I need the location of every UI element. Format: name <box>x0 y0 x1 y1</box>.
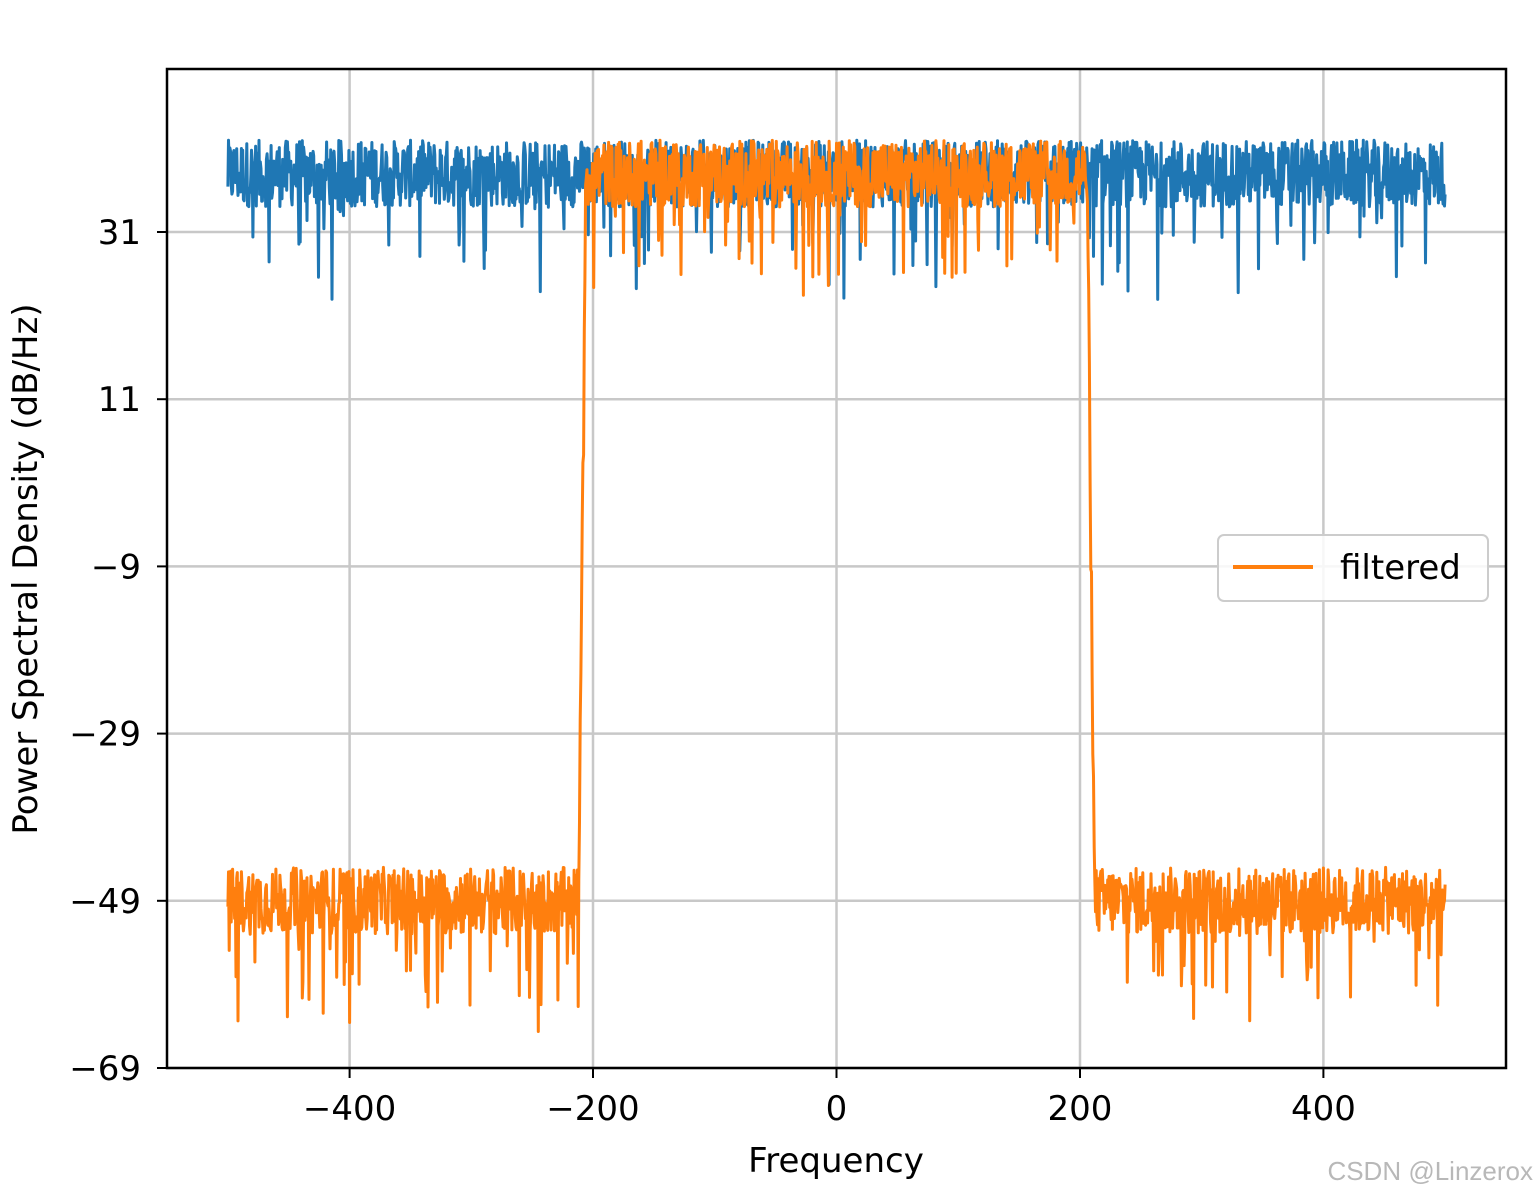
watermark: CSDN @Linzerox <box>1327 1156 1533 1186</box>
x-tick-label: 200 <box>1048 1089 1113 1129</box>
legend: filtered <box>1217 534 1489 602</box>
series-line-original <box>226 138 1447 301</box>
x-tick-label: 0 <box>826 1089 848 1129</box>
y-tick-label: 31 <box>98 213 141 253</box>
x-tick-label: −200 <box>546 1089 639 1129</box>
grid-lines <box>167 69 1506 1070</box>
series-line-filtered <box>226 138 1447 1033</box>
y-axis-label: Power Spectral Density (dB/Hz) <box>6 303 46 834</box>
legend-label-filtered: filtered <box>1340 548 1461 588</box>
y-tick-label: −9 <box>91 547 141 587</box>
x-tick-label: 400 <box>1291 1089 1356 1129</box>
series-layer <box>226 138 1447 1033</box>
y-tick-label: −29 <box>69 715 141 755</box>
y-tick-label: 11 <box>98 380 141 420</box>
y-tick-label: −69 <box>69 1049 141 1089</box>
y-tick-label: −49 <box>69 882 141 922</box>
axis-ticks: −400 −200 0 200 400 −69 −49 −29 −9 11 31 <box>69 213 1356 1129</box>
legend-box <box>1217 534 1489 602</box>
x-axis-label: Frequency <box>748 1141 924 1181</box>
x-tick-label: −400 <box>303 1089 396 1129</box>
